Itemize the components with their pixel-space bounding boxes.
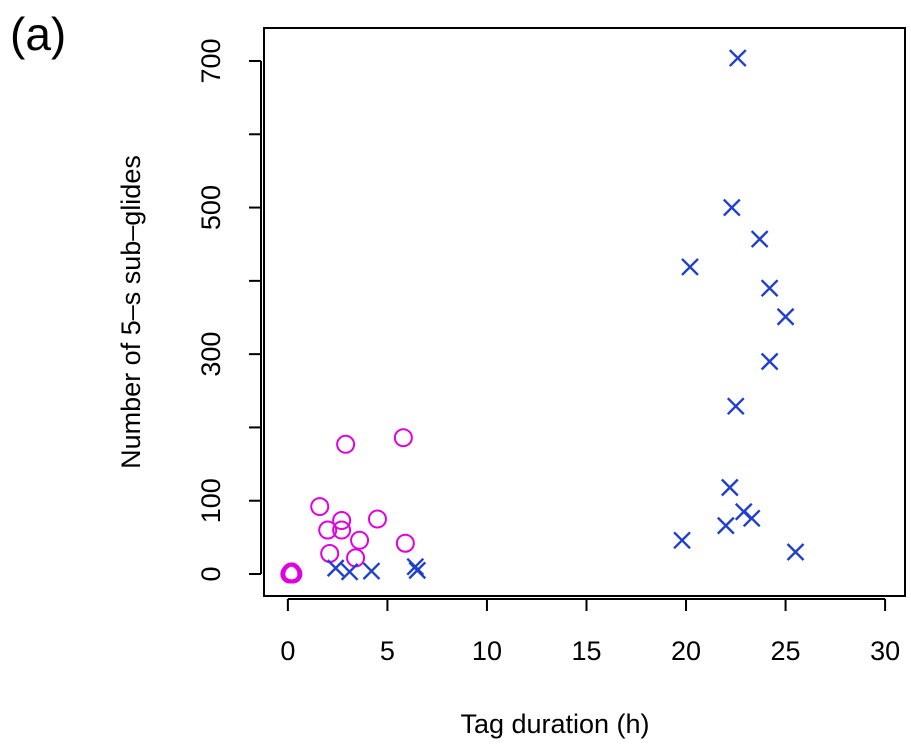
circle-point: [318, 520, 338, 540]
x-axis: 0 5 10 15 20 25 30: [280, 598, 900, 666]
y-tick-label: 700: [196, 38, 226, 83]
y-tick-label: 300: [196, 332, 226, 377]
x-axis-title: Tag duration (h): [460, 709, 649, 739]
cross-point: [340, 562, 359, 581]
x-tick-label: 20: [671, 636, 701, 666]
circle-point: [336, 434, 356, 454]
cross-point: [722, 198, 741, 217]
circle-point: [332, 520, 352, 540]
cross-point: [673, 531, 691, 550]
y-axis-title: Number of 5–s sub–glides: [116, 155, 146, 469]
cross-point: [408, 561, 427, 580]
cross-point: [776, 307, 795, 326]
cross-point: [742, 509, 761, 528]
cross-point: [760, 279, 779, 298]
plot-frame: [263, 27, 906, 597]
x-tick-label: 15: [571, 636, 601, 666]
cross-point: [750, 230, 769, 248]
y-tick-label: 500: [196, 185, 226, 230]
circle-point: [310, 497, 330, 517]
x-tick-label: 0: [280, 636, 295, 666]
cross-point: [726, 397, 745, 416]
circle-point: [281, 562, 301, 582]
cross-point: [362, 562, 381, 580]
x-tick-label: 30: [870, 636, 900, 666]
cross-point: [786, 543, 805, 561]
cross-point: [326, 559, 345, 577]
y-tick-label: 0: [196, 566, 226, 581]
circle-point: [393, 428, 413, 448]
cross-point: [720, 478, 739, 497]
panel-label: (a): [10, 8, 66, 60]
circle-point: [283, 564, 303, 584]
circle-point: [346, 548, 366, 568]
x-tick-label: 5: [380, 636, 395, 666]
circle-point: [395, 533, 415, 553]
cross-point: [716, 516, 735, 535]
cross-point: [760, 352, 779, 371]
x-tick-label: 25: [771, 636, 801, 666]
circle-point: [332, 511, 352, 531]
y-tick-label: 100: [196, 478, 226, 523]
plot-marks: [280, 49, 805, 584]
y-axis: 0 100 300 500 700: [196, 38, 262, 582]
x-tick-label: 10: [472, 636, 502, 666]
cross-point: [681, 258, 699, 276]
circle-point: [367, 509, 387, 529]
cross-point: [728, 49, 747, 67]
circle-point: [320, 543, 340, 563]
circle-point: [350, 530, 370, 550]
